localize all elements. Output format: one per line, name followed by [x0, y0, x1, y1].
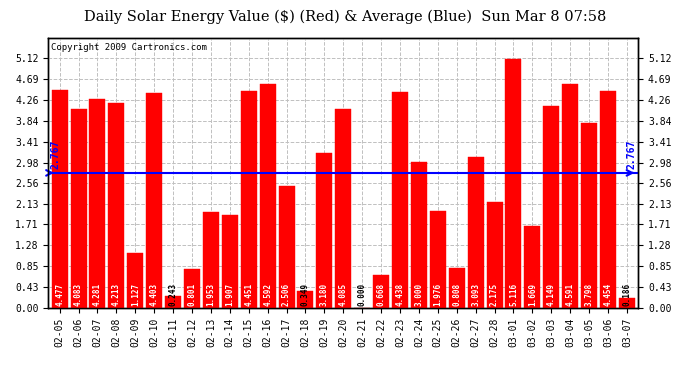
Text: 0.808: 0.808	[452, 282, 461, 306]
Text: 4.281: 4.281	[93, 282, 102, 306]
Text: 4.085: 4.085	[339, 282, 348, 306]
Bar	[241, 91, 257, 308]
Bar	[146, 93, 162, 308]
Bar	[373, 275, 389, 308]
Text: 3.180: 3.180	[320, 282, 329, 306]
Bar	[184, 268, 200, 308]
Text: 5.116: 5.116	[509, 282, 518, 306]
Bar	[297, 291, 313, 308]
Bar	[468, 157, 484, 308]
Bar	[335, 109, 351, 308]
Text: 3.798: 3.798	[584, 282, 593, 306]
Bar	[316, 153, 333, 308]
Text: 4.149: 4.149	[546, 282, 555, 306]
Bar	[448, 268, 465, 308]
Bar	[279, 186, 295, 308]
Text: 1.669: 1.669	[528, 282, 537, 306]
Bar	[562, 84, 578, 308]
Text: 0.668: 0.668	[377, 282, 386, 306]
Text: 2.767: 2.767	[627, 140, 636, 169]
Bar	[486, 202, 502, 308]
Text: 4.403: 4.403	[150, 282, 159, 306]
Text: Copyright 2009 Cartronics.com: Copyright 2009 Cartronics.com	[51, 43, 207, 52]
Text: 1.976: 1.976	[433, 282, 442, 306]
Text: 1.907: 1.907	[226, 282, 235, 306]
Bar	[524, 226, 540, 308]
Text: 4.213: 4.213	[112, 282, 121, 306]
Text: 4.454: 4.454	[604, 282, 613, 306]
Bar	[259, 84, 276, 308]
Text: 2.175: 2.175	[490, 282, 499, 306]
Text: 0.801: 0.801	[188, 282, 197, 306]
Bar	[127, 253, 144, 308]
Bar	[430, 211, 446, 308]
Bar	[581, 123, 597, 308]
Bar	[203, 213, 219, 308]
Text: 4.451: 4.451	[244, 282, 253, 306]
Bar	[221, 215, 238, 308]
Bar	[165, 296, 181, 307]
Text: 4.083: 4.083	[74, 282, 83, 306]
Bar	[411, 162, 427, 308]
Text: 1.953: 1.953	[206, 282, 215, 306]
Text: 3.000: 3.000	[415, 282, 424, 306]
Text: 4.592: 4.592	[263, 282, 272, 306]
Bar	[505, 58, 522, 308]
Bar	[600, 91, 616, 308]
Text: 4.477: 4.477	[55, 282, 64, 306]
Bar	[52, 90, 68, 308]
Text: 2.767: 2.767	[50, 140, 60, 169]
Bar	[619, 298, 635, 307]
Bar	[90, 99, 106, 308]
Text: 2.506: 2.506	[282, 282, 291, 306]
Text: 1.127: 1.127	[131, 282, 140, 306]
Text: 0.186: 0.186	[622, 282, 631, 306]
Text: 3.093: 3.093	[471, 282, 480, 306]
Bar	[543, 106, 560, 308]
Text: 0.000: 0.000	[357, 282, 366, 306]
Bar	[108, 102, 124, 308]
Text: 4.591: 4.591	[566, 282, 575, 306]
Bar	[70, 109, 86, 308]
Text: 0.349: 0.349	[301, 282, 310, 306]
Text: 0.243: 0.243	[168, 282, 177, 306]
Text: 4.438: 4.438	[395, 282, 404, 306]
Bar	[392, 92, 408, 308]
Text: Daily Solar Energy Value ($) (Red) & Average (Blue)  Sun Mar 8 07:58: Daily Solar Energy Value ($) (Red) & Ave…	[83, 9, 607, 24]
